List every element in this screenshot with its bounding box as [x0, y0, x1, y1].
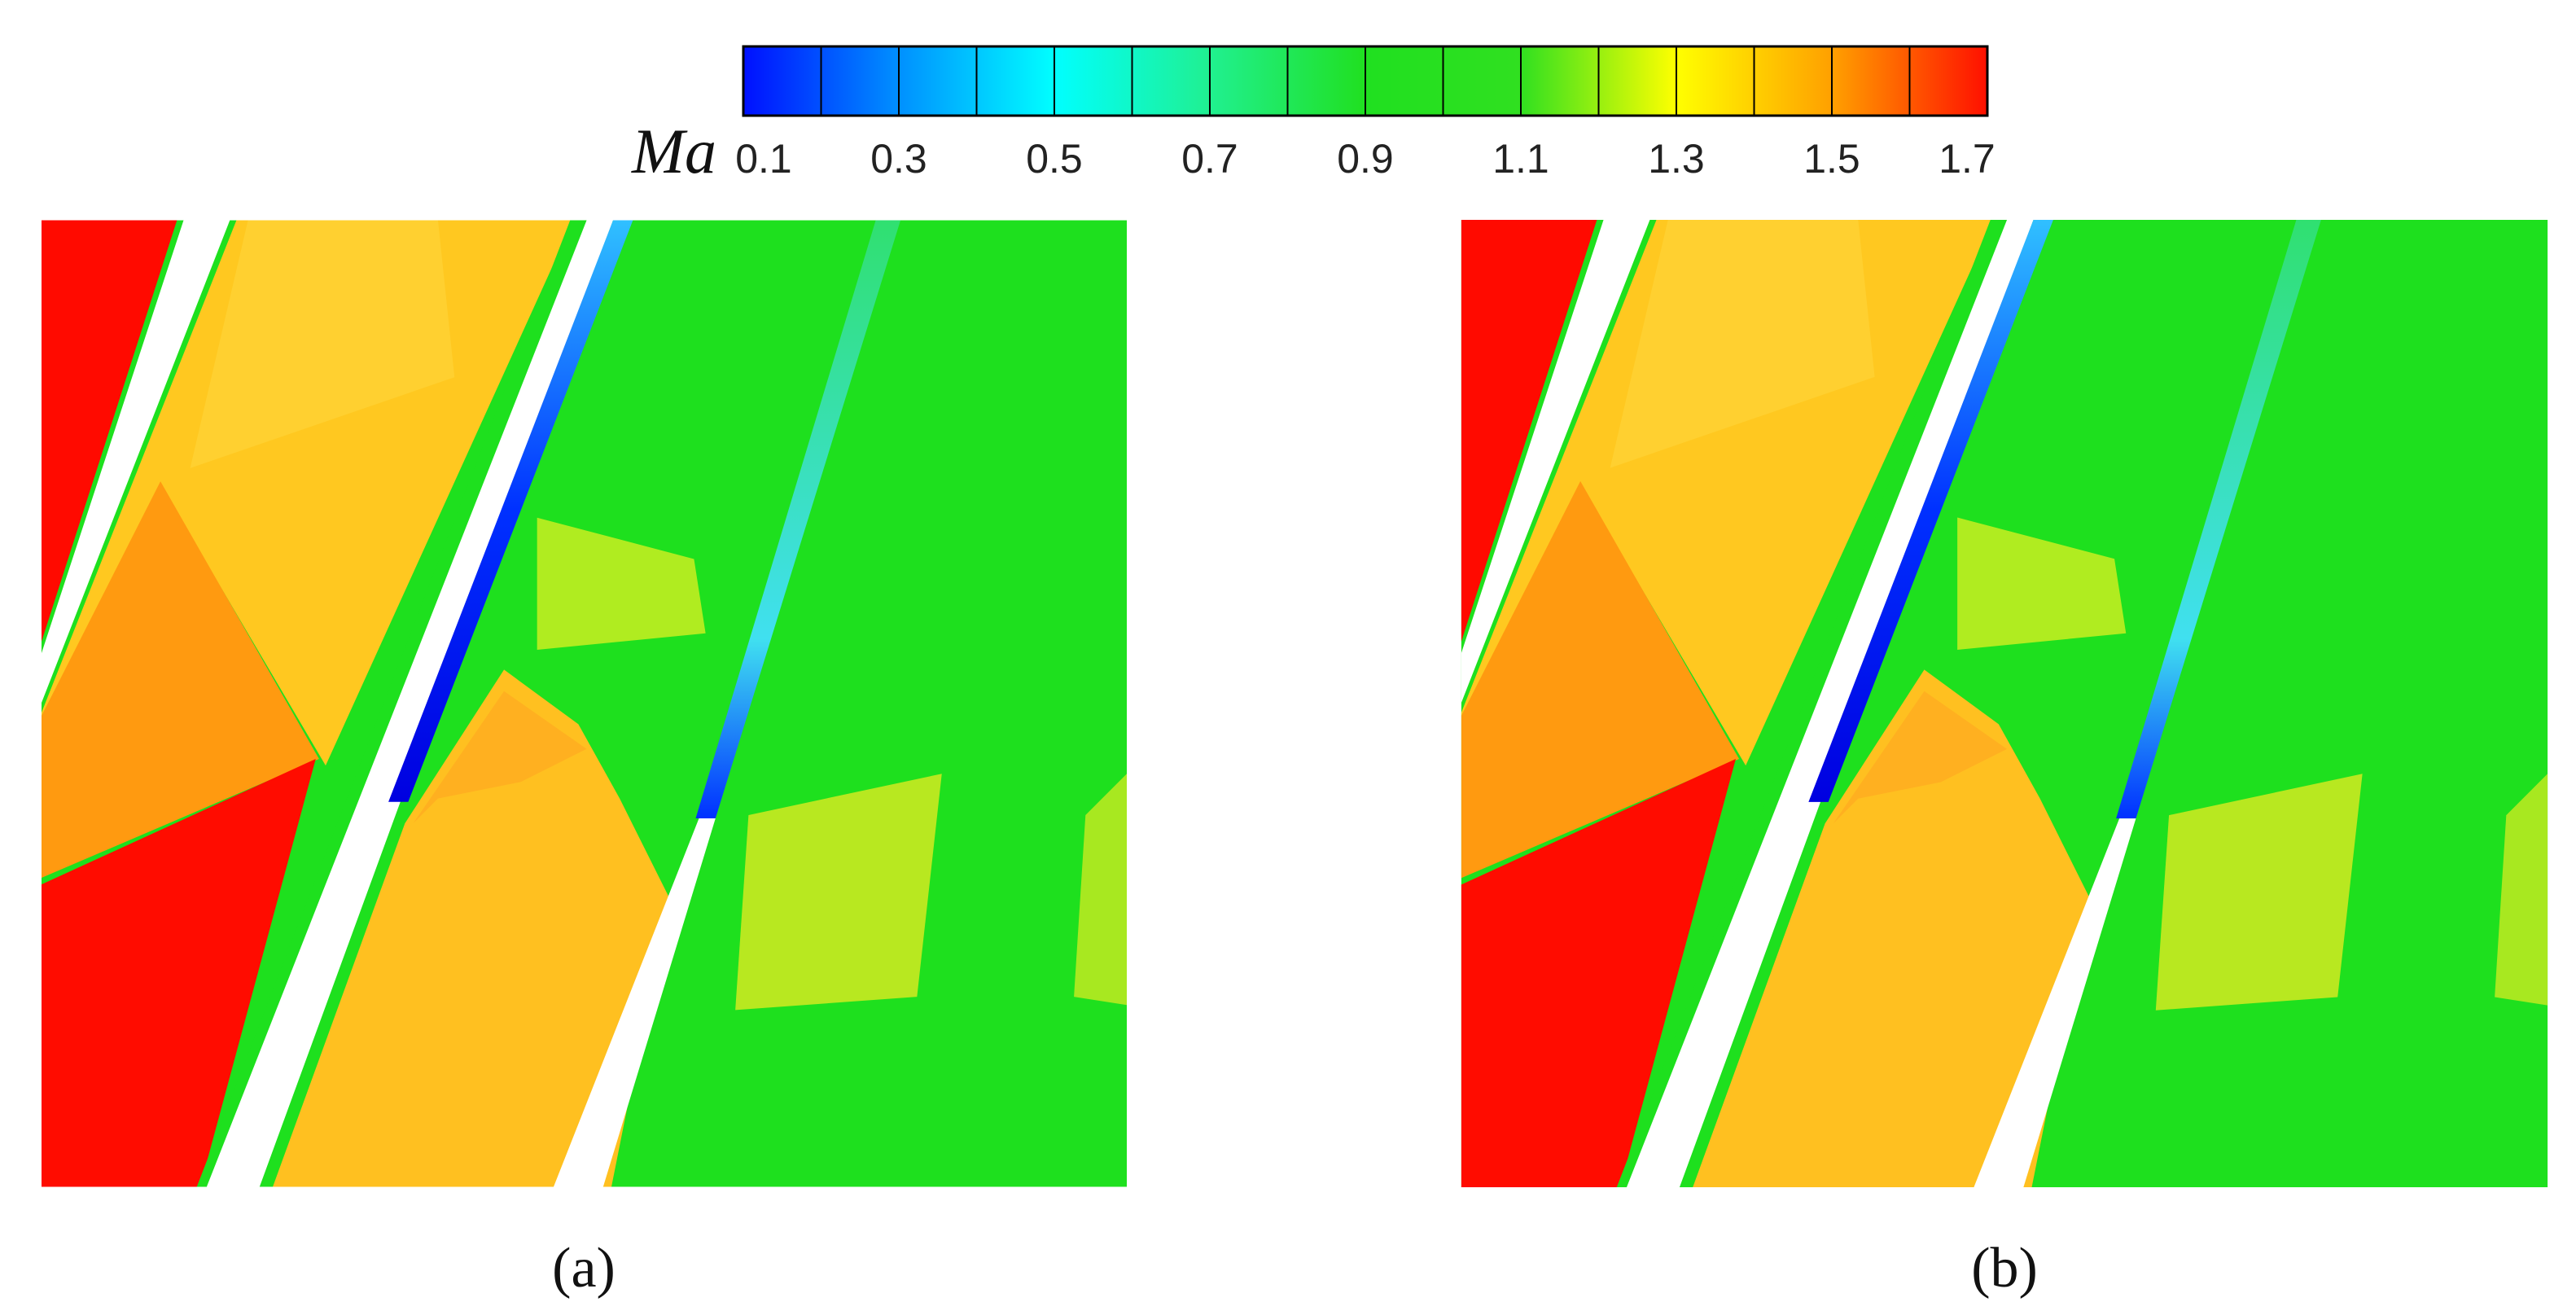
colorbar-tick-label: 0.7 — [1181, 136, 1238, 182]
contour-panel-b — [1461, 220, 2548, 1187]
panel-label: (a) — [552, 1237, 616, 1300]
colorbar-tick-label: 0.3 — [870, 136, 927, 182]
colorbar-tick-label: 1.7 — [1939, 136, 1996, 182]
contour-panel-a — [42, 220, 1127, 1187]
colorbar-tick-label: 1.5 — [1803, 136, 1860, 182]
colorbar-tick-label: 0.9 — [1337, 136, 1394, 182]
colorbar-tick-label: 0.1 — [735, 136, 792, 182]
colorbar-tick-label: 0.5 — [1026, 136, 1083, 182]
colorbar-tick-label: 1.3 — [1648, 136, 1705, 182]
colorbar-tick-label: 1.1 — [1492, 136, 1549, 182]
panel-label: (b) — [1971, 1237, 2038, 1300]
colorbar-label: Ma — [631, 116, 716, 186]
